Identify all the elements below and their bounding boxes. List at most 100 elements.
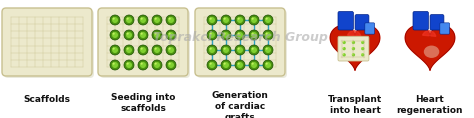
Circle shape (209, 32, 215, 38)
Circle shape (168, 62, 174, 68)
Ellipse shape (349, 46, 365, 58)
Circle shape (140, 17, 143, 20)
Circle shape (237, 32, 243, 38)
Circle shape (265, 17, 268, 20)
Circle shape (265, 32, 271, 38)
Circle shape (249, 45, 259, 55)
Text: Transplant
into heart: Transplant into heart (328, 95, 382, 115)
Circle shape (140, 17, 146, 23)
Circle shape (155, 48, 157, 50)
Circle shape (155, 32, 157, 35)
Circle shape (207, 60, 217, 70)
Circle shape (265, 47, 271, 53)
FancyBboxPatch shape (100, 10, 190, 78)
Circle shape (138, 30, 148, 40)
Circle shape (168, 63, 171, 65)
Circle shape (154, 47, 160, 53)
Circle shape (126, 32, 132, 38)
Circle shape (237, 32, 240, 35)
Circle shape (168, 48, 171, 50)
Circle shape (343, 53, 346, 57)
Circle shape (210, 17, 212, 20)
Polygon shape (423, 31, 436, 36)
Circle shape (263, 60, 273, 70)
Circle shape (112, 47, 118, 53)
Circle shape (352, 53, 353, 55)
Circle shape (361, 41, 363, 42)
Circle shape (168, 17, 174, 23)
FancyBboxPatch shape (440, 23, 450, 34)
Circle shape (152, 30, 162, 40)
Circle shape (251, 62, 257, 68)
Circle shape (207, 45, 217, 55)
Circle shape (140, 62, 146, 68)
Circle shape (224, 17, 226, 20)
Polygon shape (405, 25, 455, 70)
Circle shape (361, 41, 365, 44)
Circle shape (155, 17, 157, 20)
Circle shape (152, 60, 162, 70)
Circle shape (168, 32, 174, 38)
Circle shape (341, 52, 347, 58)
Circle shape (124, 30, 134, 40)
Circle shape (221, 60, 231, 70)
Circle shape (361, 53, 363, 55)
Circle shape (223, 62, 229, 68)
Circle shape (166, 15, 176, 25)
Circle shape (265, 62, 271, 68)
Circle shape (343, 41, 346, 44)
Circle shape (124, 15, 134, 25)
Text: Toprakci Research Group: Toprakci Research Group (153, 32, 328, 44)
Circle shape (351, 46, 356, 51)
Circle shape (252, 48, 254, 50)
Circle shape (140, 32, 146, 38)
Circle shape (154, 62, 160, 68)
FancyBboxPatch shape (338, 11, 354, 30)
Circle shape (127, 32, 129, 35)
Text: Scaffolds: Scaffolds (24, 95, 71, 104)
Circle shape (360, 40, 365, 45)
Text: Seeding into
scaffolds: Seeding into scaffolds (111, 93, 175, 113)
Circle shape (361, 53, 365, 57)
FancyBboxPatch shape (4, 10, 94, 78)
Circle shape (124, 45, 134, 55)
Circle shape (251, 47, 257, 53)
Circle shape (237, 17, 243, 23)
FancyBboxPatch shape (430, 15, 444, 30)
Circle shape (223, 17, 229, 23)
Circle shape (140, 48, 143, 50)
Circle shape (140, 63, 143, 65)
Circle shape (352, 47, 353, 48)
Circle shape (251, 17, 257, 23)
Circle shape (263, 45, 273, 55)
Circle shape (124, 60, 134, 70)
Circle shape (341, 46, 347, 51)
Circle shape (127, 48, 129, 50)
Circle shape (352, 47, 355, 50)
Circle shape (168, 47, 174, 53)
Circle shape (138, 60, 148, 70)
FancyBboxPatch shape (197, 10, 287, 78)
Circle shape (166, 30, 176, 40)
Circle shape (152, 45, 162, 55)
Circle shape (343, 53, 344, 55)
Circle shape (343, 41, 344, 42)
Circle shape (166, 45, 176, 55)
Circle shape (252, 32, 254, 35)
FancyBboxPatch shape (2, 8, 92, 76)
Circle shape (112, 48, 115, 50)
Circle shape (237, 63, 240, 65)
Circle shape (252, 17, 254, 20)
Circle shape (251, 32, 257, 38)
FancyBboxPatch shape (365, 23, 374, 34)
Circle shape (352, 41, 355, 44)
Circle shape (352, 41, 353, 42)
Circle shape (140, 32, 143, 35)
Circle shape (166, 60, 176, 70)
Circle shape (361, 47, 365, 50)
Circle shape (223, 47, 229, 53)
Circle shape (249, 15, 259, 25)
Circle shape (138, 15, 148, 25)
Circle shape (235, 45, 245, 55)
Circle shape (343, 47, 344, 48)
